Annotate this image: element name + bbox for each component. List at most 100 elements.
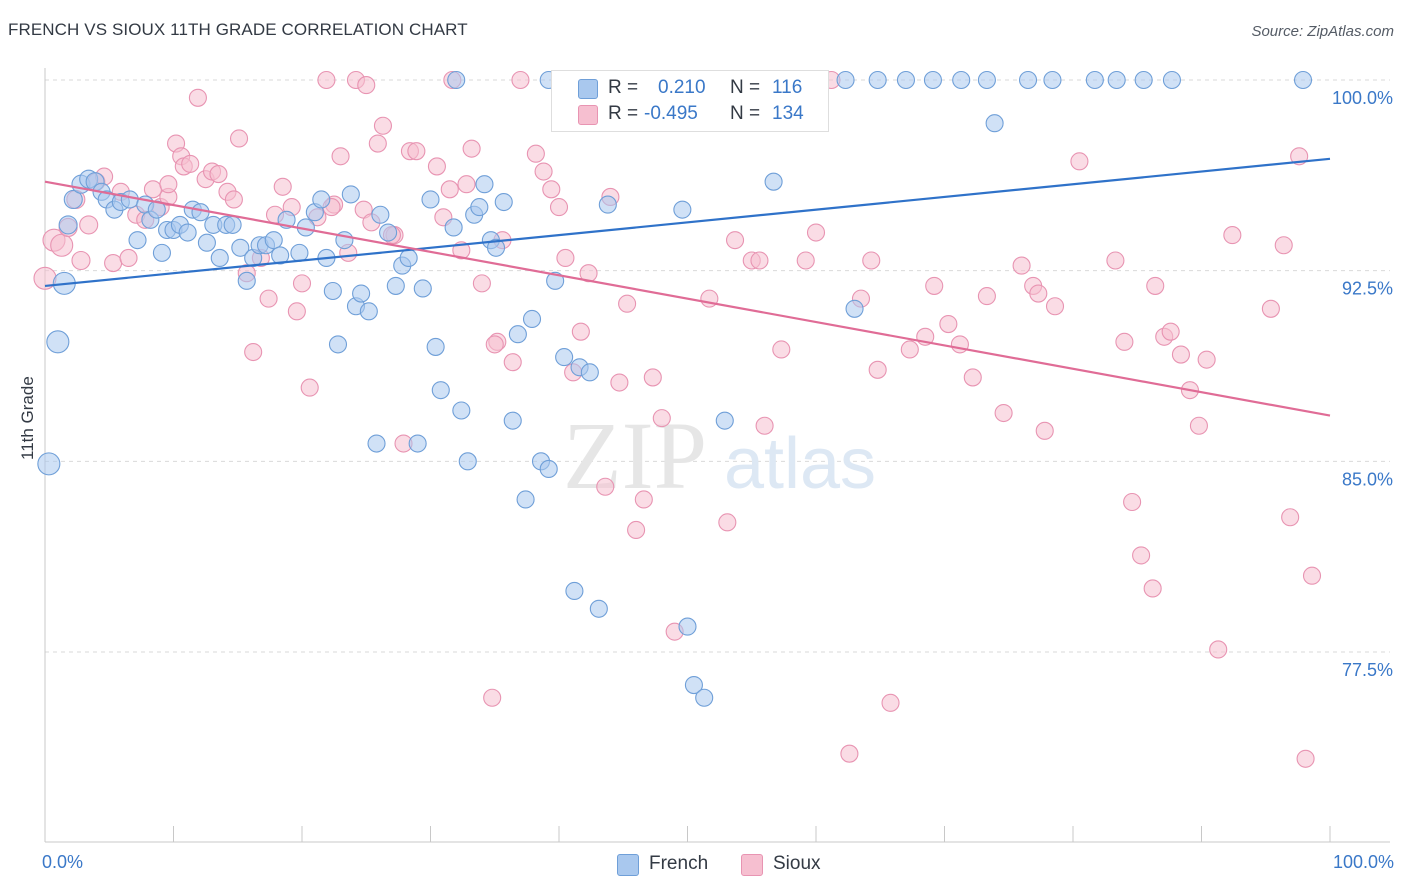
french-point [458,452,477,471]
sioux-point [596,477,615,496]
french-point [341,185,360,204]
sioux-point [1115,332,1134,351]
french-point [426,337,445,356]
sioux-point [511,70,530,90]
french-point [868,70,887,90]
legend-french-label: French [649,853,709,874]
french-point [494,192,513,212]
french-point [580,363,599,382]
sioux-point [840,744,859,763]
french-point [371,205,390,224]
sioux-point [963,368,982,387]
sioux-point [750,251,769,270]
sioux-point [317,70,336,90]
french-point [231,238,250,257]
french-point [598,195,617,214]
french-point [271,246,290,265]
sioux-r-label: R = [608,103,639,124]
sioux-point [1281,508,1300,527]
sioux-n-value: 134 [772,103,804,124]
sioux-point [994,403,1013,423]
legend-item-sioux[interactable]: Sioux [741,852,841,876]
sioux-point [457,175,476,194]
sioux-point [259,289,278,308]
sioux-point [407,142,426,161]
sioux-point [427,157,446,176]
sioux-point [939,315,958,334]
sioux-swatch [578,105,598,125]
french-point [312,190,331,209]
gridlines [45,79,1390,653]
french-point [896,70,916,90]
sioux-point [50,233,74,257]
french-point [555,348,574,367]
sioux-point [1146,276,1165,295]
sioux-point [900,340,919,359]
french-trend-line [44,157,1331,288]
french-point [413,279,432,298]
sioux-point [1161,322,1180,341]
sioux-point [571,322,590,341]
french-point [421,190,440,209]
french-point [589,599,608,618]
french-point [475,175,494,194]
watermark-zip: ZIP [563,402,707,509]
sioux-point [1123,492,1142,512]
sioux-point [159,175,178,194]
sioux-point [652,409,671,428]
sioux-point [485,335,504,354]
sioux-point [300,378,319,397]
sioux-point [806,223,826,242]
french-point [923,70,942,90]
french-point [210,248,229,268]
sioux-point [483,688,502,707]
sioux-point [368,134,387,153]
french-n-value: 116 [772,77,803,98]
french-point [684,675,703,695]
sioux-point [181,154,200,173]
stats-box: R = 0.210 N = 116 R = -0.495 N = 134 [551,70,829,132]
french-point [46,330,70,354]
french-point [408,434,427,453]
sioux-point [755,416,774,435]
chart-title: FRENCH VS SIOUX 11TH GRADE CORRELATION C… [8,20,468,39]
french-point [223,215,242,234]
legend-sioux-swatch [741,854,763,876]
french-point [546,271,565,290]
sioux-point [610,373,629,392]
axes [44,68,1390,843]
sioux-point [143,180,162,199]
french-point [503,411,522,430]
french-point [1162,70,1181,90]
sioux-point [881,693,900,712]
french-point [516,490,535,509]
french-point [1107,70,1126,90]
french-point [1043,70,1062,90]
french-swatch [578,79,598,99]
sioux-point [357,76,376,95]
french-point [845,299,864,318]
sioux-point [188,88,207,107]
french-n-label: N = [730,77,761,98]
sioux-point [627,520,646,540]
sioux-point [1012,256,1031,275]
sioux-point [862,251,881,270]
sioux-point [229,129,249,148]
french-point [431,381,450,400]
french-point [447,70,466,90]
legend-item-french[interactable]: French [617,852,727,876]
french-point [399,248,418,268]
french-point [1018,70,1038,90]
french-point [695,688,714,707]
french-point [290,243,309,262]
french-point [386,276,405,295]
sioux-point [1302,566,1322,585]
sioux-point [373,116,393,135]
french-point [452,401,471,420]
sioux-point [1029,284,1048,303]
y-tick-label: 77.5% [1342,660,1393,680]
french-point [678,617,697,636]
french-point [444,218,463,237]
sioux-point [1045,297,1065,316]
